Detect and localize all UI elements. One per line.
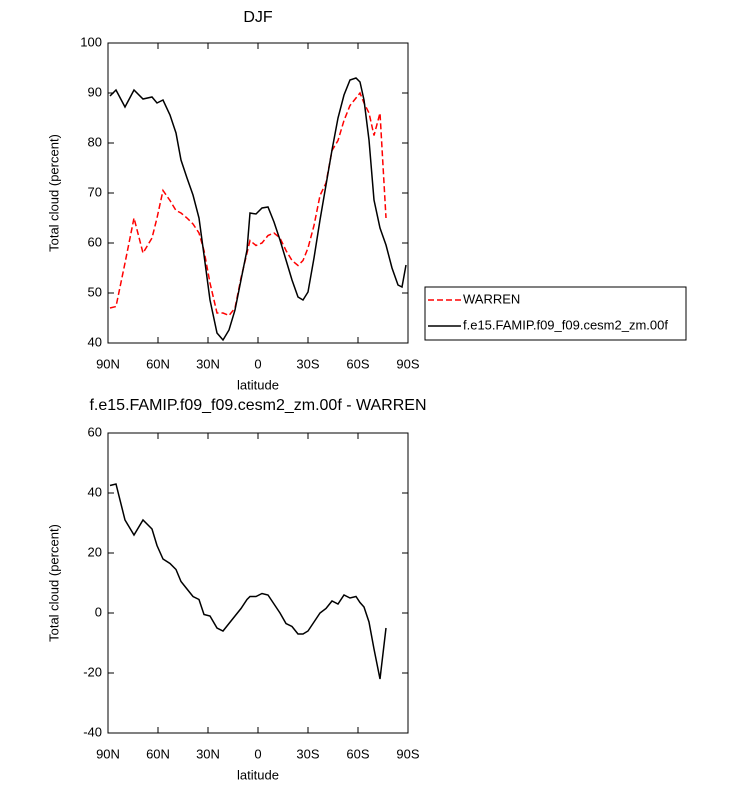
legend-box [424,286,687,341]
x-tick-label: 90N [96,356,120,371]
y-tick-label: 60 [88,234,102,249]
x-tick-label: 0 [254,746,261,761]
x-tick-label: 0 [254,356,261,371]
y-tick-label: 0 [95,604,102,619]
chart-title: f.e15.FAMIP.f09_f09.cesm2_zm.00f - WARRE… [89,397,426,414]
y-axis-label: Total cloud (percent) [46,524,61,642]
x-axis-label: latitude [237,767,279,782]
data-line [109,91,387,317]
y-tick-label: 100 [80,34,102,49]
y-tick-label: -20 [83,664,102,679]
y-axis-label: Total cloud (percent) [46,134,61,252]
x-tick-label: 90S [396,746,419,761]
y-tick-label: 70 [88,184,102,199]
x-tick-label: 60S [346,356,369,371]
y-tick-label: 90 [88,84,102,99]
plot-frame [107,42,409,344]
y-tick-label: 20 [88,544,102,559]
x-tick-label: 30S [296,356,319,371]
y-tick-label: 40 [88,484,102,499]
legend-label: f.e15.FAMIP.f09_f09.cesm2_zm.00f [463,317,668,332]
data-line [109,483,387,680]
plot-frame [107,432,409,734]
x-tick-label: 30N [196,746,220,761]
x-axis-label: latitude [237,377,279,392]
y-tick-label: 60 [88,424,102,439]
data-line [109,77,407,342]
y-tick-label: -40 [83,724,102,739]
x-tick-label: 30S [296,746,319,761]
chart-title: DJF [243,9,273,26]
y-tick-label: 50 [88,284,102,299]
x-tick-label: 60S [346,746,369,761]
x-tick-label: 90N [96,746,120,761]
x-tick-label: 60N [146,746,170,761]
x-tick-label: 30N [196,356,220,371]
x-tick-label: 90S [396,356,419,371]
y-tick-label: 40 [88,334,102,349]
x-tick-label: 60N [146,356,170,371]
y-tick-label: 80 [88,134,102,149]
legend-label: WARREN [463,291,520,306]
